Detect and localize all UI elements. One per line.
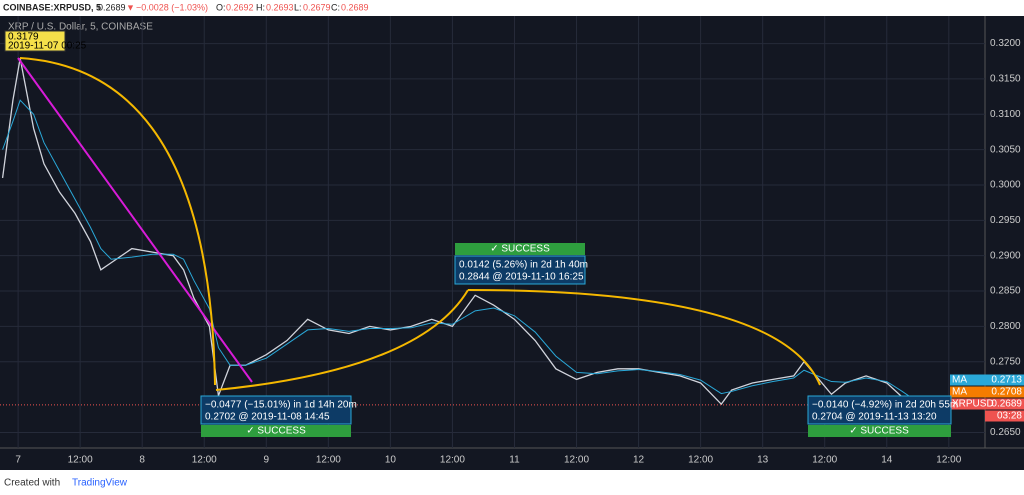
success-bar <box>808 425 951 437</box>
c: 0.2689 <box>341 2 369 12</box>
series-line <box>2 99 913 399</box>
annotation: ✓ SUCCESS 0.0142 (5.26%) in 2d 1h 40m 0.… <box>454 243 588 285</box>
peak-note-box <box>4 30 66 52</box>
y-tick-label: 0.2800 <box>990 321 1021 332</box>
last: 0.2689 <box>98 2 126 12</box>
price-tag-name: MA <box>952 375 967 386</box>
price-tag-name: XRPUSD <box>952 399 994 410</box>
peak-time: 2019-11-07 00:25 <box>8 41 87 52</box>
arrow: ▼ <box>126 2 135 12</box>
callout-detail: 0.2704 @ 2019-11-13 13:20 <box>812 412 937 423</box>
y-tick-label: 0.3050 <box>990 144 1021 155</box>
x-tick-label: 12:00 <box>192 455 217 466</box>
footer-created: Created with <box>4 478 60 489</box>
x-tick-label: 12:00 <box>564 455 589 466</box>
callout-text: −0.0477 (−15.01%) in 1d 14h 20m <box>205 400 357 411</box>
x-tick-label: 11 <box>509 455 520 466</box>
l-label: L: <box>294 2 302 12</box>
success-bar <box>455 243 585 255</box>
y-tick-label: 0.3100 <box>990 109 1021 120</box>
footer-brand: TradingView <box>72 478 128 489</box>
x-tick-label: 12:00 <box>316 455 341 466</box>
y-tick-label: 0.2950 <box>990 215 1021 226</box>
price-tag-value: 0.2689 <box>991 399 1022 410</box>
c-label: C: <box>331 2 340 12</box>
y-tick-label: 0.2750 <box>990 356 1021 367</box>
callout-box <box>200 395 352 425</box>
x-tick-label: 8 <box>139 455 145 466</box>
x-tick-label: 7 <box>15 455 21 466</box>
change: −0.0028 (−1.03%) <box>136 2 208 12</box>
y-tick-label: 0.3150 <box>990 74 1021 85</box>
countdown: 03:28 <box>997 411 1022 422</box>
success-bar <box>201 425 351 437</box>
callout-box <box>454 255 586 285</box>
y-tick-label: 0.2650 <box>990 427 1021 438</box>
success: ✓ SUCCESS <box>849 426 909 437</box>
x-tick-label: 14 <box>881 455 893 466</box>
x-tick-label: 9 <box>264 455 270 466</box>
h: 0.2693 <box>266 2 294 12</box>
header-bg <box>0 0 1024 16</box>
l: 0.2679 <box>303 2 331 12</box>
o-label: O: <box>216 2 226 12</box>
success: ✓ SUCCESS <box>490 244 550 255</box>
annotation: −0.0140 (−4.92%) in 2d 20h 55m 0.2704 @ … <box>807 395 958 437</box>
y-tick-label: 0.3000 <box>990 180 1021 191</box>
arc <box>215 289 469 391</box>
callout-text: −0.0140 (−4.92%) in 2d 20h 55m <box>812 400 958 411</box>
h-label: H: <box>256 2 265 12</box>
x-tick-label: 10 <box>385 455 397 466</box>
x-tick-label: 12 <box>633 455 645 466</box>
symbol: COINBASE:XRPUSD, 5 <box>3 2 101 12</box>
countdown-bg <box>985 410 1024 422</box>
callout-detail: 0.2844 @ 2019-11-10 16:25 <box>459 272 584 283</box>
x-tick-label: 12:00 <box>440 455 465 466</box>
success: ✓ SUCCESS <box>246 426 306 437</box>
x-tick-label: 13 <box>757 455 769 466</box>
price-tag-value: 0.2708 <box>991 387 1022 398</box>
arc <box>19 57 216 386</box>
header: COINBASE:XRPUSD, 5 0.2689 ▼ −0.0028 (−1.… <box>3 2 369 12</box>
peak-value: 0.3179 <box>8 32 39 43</box>
price-tag-value: 0.2713 <box>991 375 1022 386</box>
y-tick-label: 0.2900 <box>990 250 1021 261</box>
price-tag <box>950 386 1024 398</box>
callout-box <box>807 395 952 425</box>
x-tick-label: 12:00 <box>812 455 837 466</box>
annotation: −0.0477 (−15.01%) in 1d 14h 20m 0.2702 @… <box>200 395 357 437</box>
y-tick-label: 0.2850 <box>990 286 1021 297</box>
price-tag <box>950 374 1024 386</box>
x-tick-label: 12:00 <box>936 455 961 466</box>
y-tick-label: 0.3200 <box>990 38 1021 49</box>
price-tag <box>950 398 1024 410</box>
x-tick-label: 12:00 <box>688 455 713 466</box>
o: 0.2692 <box>226 2 254 12</box>
x-tick-label: 12:00 <box>68 455 93 466</box>
callout-text: 0.0142 (5.26%) in 2d 1h 40m <box>459 260 588 271</box>
series-line <box>1 58 914 406</box>
callout-detail: 0.2702 @ 2019-11-08 14:45 <box>205 412 330 423</box>
footer-bg <box>0 470 1024 495</box>
arc <box>467 289 821 386</box>
price-tag-name: MA <box>952 387 967 398</box>
